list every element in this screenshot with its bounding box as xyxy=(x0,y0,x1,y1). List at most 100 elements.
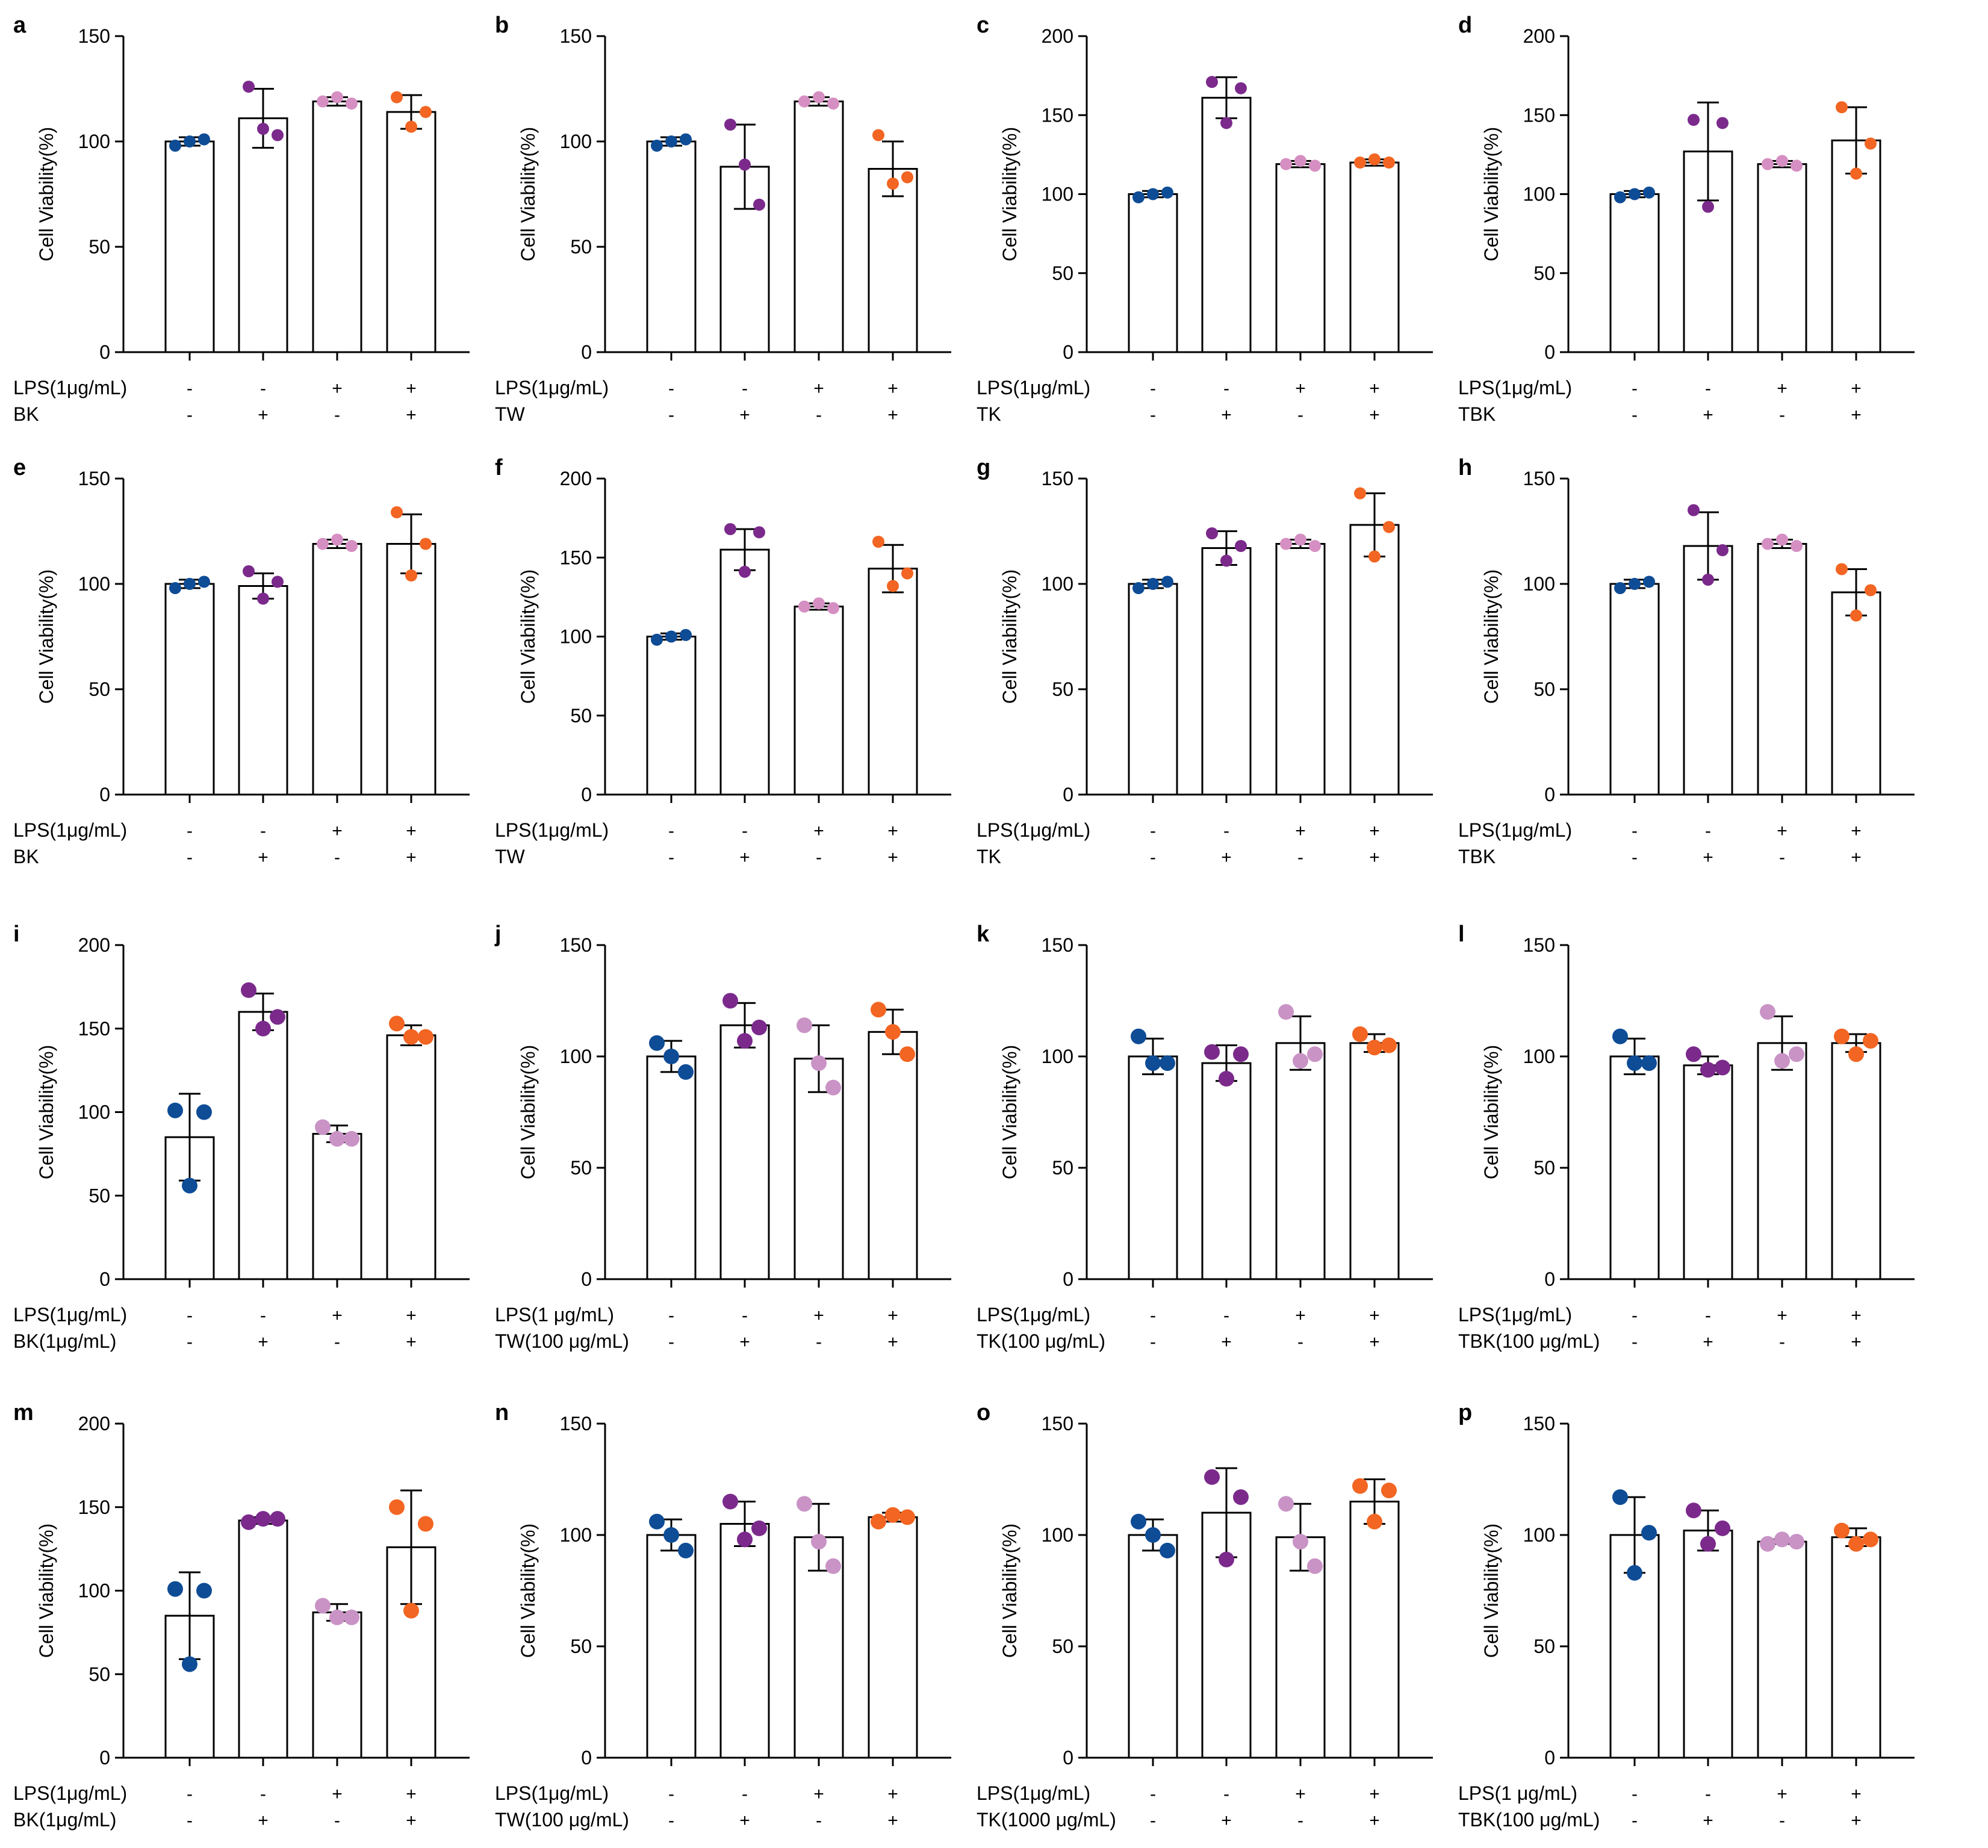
panel-f: f Cell Viability(%) 0 50 100 150 200 - - - + + - + + LP… xyxy=(495,455,951,867)
data-point xyxy=(420,538,432,550)
data-point xyxy=(649,1035,665,1051)
y-tick-label: 100 xyxy=(1042,573,1073,595)
sign-row1: + xyxy=(406,1306,417,1326)
data-point xyxy=(678,1064,694,1080)
row-label-treatment: TW(100 μg/mL) xyxy=(495,1330,629,1352)
data-point xyxy=(1132,582,1145,594)
y-axis-label: Cell Viability(%) xyxy=(36,1045,57,1179)
data-point xyxy=(811,1534,827,1550)
data-point xyxy=(1132,191,1145,203)
y-axis-label: Cell Viability(%) xyxy=(36,569,57,704)
y-tick-label: 100 xyxy=(78,131,110,152)
data-point xyxy=(1762,158,1774,170)
sign-row2: + xyxy=(406,1332,417,1352)
data-point xyxy=(1204,1469,1220,1485)
y-tick-label: 0 xyxy=(99,341,110,363)
data-point xyxy=(1278,1004,1294,1020)
sign-row1: - xyxy=(742,1784,748,1804)
bar-group-2 xyxy=(1201,96,1252,353)
data-point xyxy=(1368,550,1381,563)
sign-row1: - xyxy=(260,1784,266,1804)
data-point xyxy=(1686,1502,1701,1519)
data-point xyxy=(1774,1053,1790,1069)
bar-group-2 xyxy=(719,1024,770,1280)
data-point xyxy=(1235,82,1247,95)
panel-n: n Cell Viability(%) 0 50 100 150 - - - + + - + + LPS(1… xyxy=(495,1400,951,1831)
panel-letter: d xyxy=(1458,13,1472,38)
sign-row2: + xyxy=(1369,848,1380,867)
data-point xyxy=(811,1055,827,1071)
sign-row2: - xyxy=(1632,848,1638,867)
sign-row2: - xyxy=(1779,1811,1785,1831)
bar-group-3 xyxy=(1757,1042,1807,1280)
bar-group-4 xyxy=(868,1031,918,1280)
row-label-lps: LPS(1μg/mL) xyxy=(1458,377,1572,398)
row-label-treatment: TBK xyxy=(1458,403,1496,425)
sign-row1: - xyxy=(1632,379,1638,398)
panel-d: d Cell Viability(%) 0 50 100 150 200 - - - + + - + + LP… xyxy=(1458,13,1915,425)
sign-row1: + xyxy=(332,1306,343,1326)
sign-row2: - xyxy=(187,1811,193,1831)
data-point xyxy=(1160,1542,1175,1558)
panel-letter: m xyxy=(13,1400,34,1425)
sign-row2: + xyxy=(258,405,269,425)
y-tick-label: 100 xyxy=(78,1102,110,1123)
row-label-lps: LPS(1μg/mL) xyxy=(13,1782,127,1804)
bar-group-3 xyxy=(312,101,362,353)
y-tick-label: 100 xyxy=(1042,1046,1073,1067)
row-label-lps: LPS(1μg/mL) xyxy=(977,1304,1090,1326)
y-tick-label: 50 xyxy=(89,1663,110,1685)
data-point xyxy=(169,140,181,152)
sign-row2: - xyxy=(1779,405,1785,425)
y-tick-label: 0 xyxy=(581,341,592,363)
sign-row1: - xyxy=(1632,1306,1638,1326)
y-tick-label: 0 xyxy=(1544,1268,1555,1290)
y-tick-label: 0 xyxy=(581,1747,592,1769)
data-point xyxy=(391,91,403,104)
data-point xyxy=(751,1520,767,1536)
data-point xyxy=(1160,1055,1175,1071)
data-point xyxy=(899,1509,915,1525)
y-tick-label: 100 xyxy=(560,1046,592,1067)
data-point xyxy=(1688,114,1700,126)
sign-row1: + xyxy=(1851,1306,1862,1326)
data-point xyxy=(827,602,839,615)
panel-i: i Cell Viability(%) 0 50 100 150 200 - - - + + - + + LP… xyxy=(13,922,470,1352)
row-label-lps: LPS(1μg/mL) xyxy=(13,819,127,841)
data-point xyxy=(885,1024,901,1040)
y-axis-label: Cell Viability(%) xyxy=(1480,127,1502,261)
row-label-lps: LPS(1μg/mL) xyxy=(495,819,609,841)
data-point xyxy=(1629,578,1641,590)
data-point xyxy=(255,1020,271,1037)
data-point xyxy=(1715,1059,1730,1076)
data-point xyxy=(1309,160,1321,172)
sign-row1: - xyxy=(1223,1784,1229,1804)
bar-group-3 xyxy=(1275,163,1326,353)
bar-group-2 xyxy=(238,1519,288,1759)
data-point xyxy=(797,1496,812,1512)
y-tick-label: 150 xyxy=(1042,1413,1073,1434)
panel-a: a Cell Viability(%) 0 50 100 150 - - - + + - + + LPS(1… xyxy=(13,13,470,425)
sign-row2: - xyxy=(1150,848,1156,867)
row-label-treatment: BK xyxy=(13,403,39,425)
data-point xyxy=(871,1513,886,1530)
sign-row1: + xyxy=(332,821,343,841)
y-tick-label: 50 xyxy=(1052,262,1073,284)
panel-p: p Cell Viability(%) 0 50 100 150 - - - + + - + + LPS(1… xyxy=(1458,1400,1915,1831)
sign-row1: + xyxy=(1851,1784,1862,1804)
data-point xyxy=(1354,157,1366,169)
sign-row2: + xyxy=(1221,1811,1232,1831)
row-label-treatment: BK xyxy=(13,846,39,867)
sign-row2: + xyxy=(887,1332,898,1352)
sign-row2: - xyxy=(1632,1332,1638,1352)
data-point xyxy=(1836,101,1848,114)
bar-group-4 xyxy=(868,168,918,353)
sign-row2: + xyxy=(1851,848,1862,867)
sign-row2: + xyxy=(739,1332,750,1352)
data-point xyxy=(1294,533,1306,546)
panel-letter: b xyxy=(495,13,509,38)
data-point xyxy=(827,98,839,110)
y-tick-label: 50 xyxy=(1052,1157,1073,1179)
data-point xyxy=(1863,1531,1878,1548)
